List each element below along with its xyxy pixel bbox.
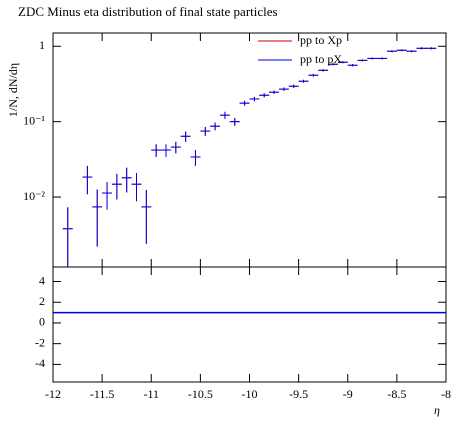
x-tick-label: -12: [45, 387, 61, 401]
ratio-y-tick-label: -4: [35, 356, 45, 370]
x-axis-label: η: [434, 403, 440, 417]
ratio-y-tick-label: 2: [39, 294, 45, 308]
ratio-y-tick-label: 0: [39, 315, 45, 329]
x-tick-label: -10: [242, 387, 258, 401]
ratio-frame: [52, 266, 447, 383]
y-axis-label: 1/N, dN/dη: [6, 63, 20, 117]
x-tick-label: -9: [343, 387, 353, 401]
x-tick-label: -8.5: [387, 387, 406, 401]
ratio-y-tick-label: -2: [35, 335, 45, 349]
x-tick-label: -8: [441, 387, 451, 401]
y-tick-label: 10⁻¹: [23, 113, 45, 127]
y-tick-label: 10⁻²: [23, 189, 45, 203]
y-tick-label: 1: [39, 38, 45, 52]
x-tick-label: -11: [143, 387, 159, 401]
x-tick-label: -11.5: [90, 387, 115, 401]
main-frame: [52, 32, 447, 268]
legend-label: pp to Xp: [300, 33, 342, 47]
chart-title: ZDC Minus eta distribution of final stat…: [18, 4, 278, 19]
x-tick-label: -9.5: [289, 387, 308, 401]
ratio-y-tick-label: 4: [39, 273, 45, 287]
x-tick-label: -10.5: [188, 387, 213, 401]
legend-label: pp to pX: [300, 52, 342, 66]
